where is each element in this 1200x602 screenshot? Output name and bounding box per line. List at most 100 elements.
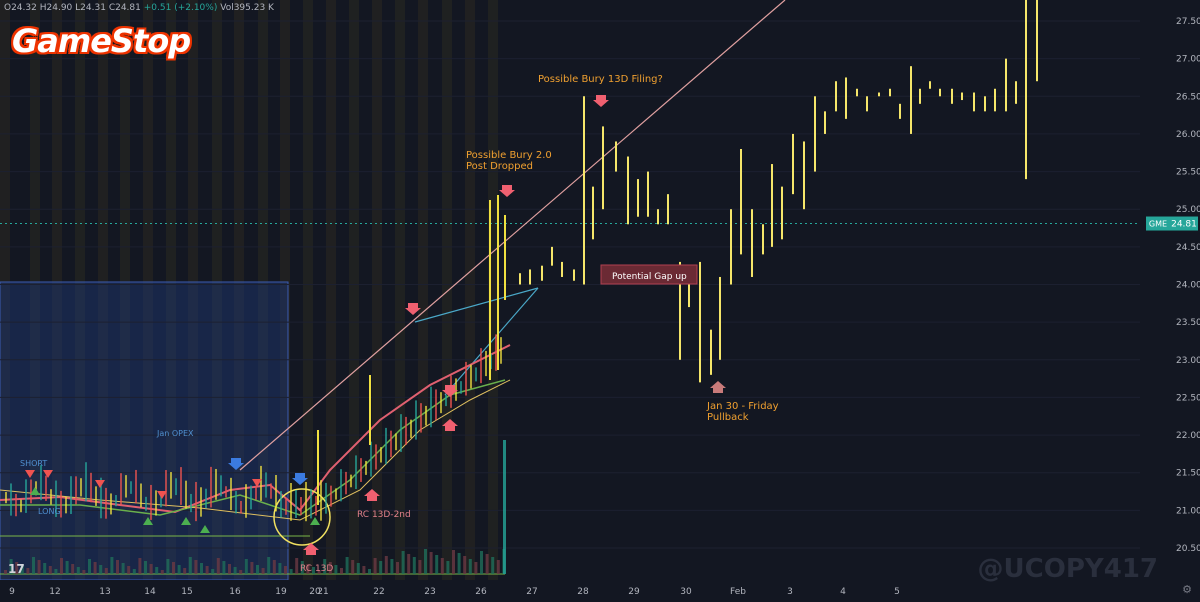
volume-bar: [272, 560, 276, 574]
y-tick-label: 24.50: [1176, 243, 1200, 253]
volume-bar: [390, 559, 394, 574]
volume-bar: [362, 566, 366, 574]
volume-spike: [503, 440, 506, 574]
volume-bar: [99, 565, 103, 574]
session-stripe: [442, 0, 452, 580]
tradingview-logo[interactable]: 17: [8, 562, 25, 576]
volume-bar: [267, 557, 271, 574]
volume-bar: [328, 562, 332, 574]
last-price-tag: [1170, 216, 1198, 231]
volume-bar: [200, 563, 203, 574]
y-tick-label: 21.50: [1176, 469, 1200, 479]
x-tick-label: 21: [317, 587, 328, 597]
volume-bar: [323, 559, 327, 574]
volume-bar: [76, 567, 80, 574]
annotation-label: SHORT: [20, 459, 47, 468]
volume-bar: [261, 568, 265, 574]
volume-bar: [65, 561, 69, 574]
x-tick-label: 22: [373, 587, 384, 597]
session-stripe: [98, 0, 108, 580]
short-arrow: [442, 385, 458, 397]
y-tick-label: 25.00: [1176, 205, 1200, 215]
x-tick-label: 5: [894, 587, 900, 597]
session-stripe: [75, 0, 85, 580]
volume-bar: [110, 557, 114, 574]
volume-bar: [60, 558, 63, 574]
x-tick-label: Feb: [730, 587, 746, 597]
session-stripe: [465, 0, 475, 580]
volume-bar: [407, 554, 411, 574]
ohlc-volume: Vol395.23 K: [220, 3, 274, 13]
volume-bar: [244, 559, 248, 574]
short-triangle: [95, 480, 105, 488]
volume-bar: [351, 560, 355, 574]
annotation-label: Post Dropped: [466, 161, 533, 172]
y-tick-label: 22.00: [1176, 431, 1200, 441]
x-tick-label: 3: [787, 587, 793, 597]
volume-bar: [177, 565, 181, 574]
y-tick-label: 21.00: [1176, 506, 1200, 516]
session-stripe: [488, 0, 498, 580]
volume-bar: [373, 558, 377, 574]
volume-bar: [166, 559, 170, 574]
x-tick-label: 20: [309, 587, 321, 597]
y-tick-label: 25.50: [1176, 168, 1200, 178]
y-tick-label: 24.00: [1176, 281, 1200, 291]
session-stripe: [212, 0, 222, 580]
volume-bar: [463, 556, 467, 574]
gear-icon[interactable]: ⚙: [1182, 583, 1192, 596]
short-triangle: [252, 479, 262, 487]
volume-bar: [334, 565, 338, 574]
x-tick-label: 15: [181, 587, 192, 597]
x-tick-label: 29: [628, 587, 640, 597]
volume-bar: [312, 567, 315, 574]
volume-bar: [160, 570, 164, 574]
session-stripe: [349, 0, 359, 580]
volume-bar: [401, 551, 405, 574]
long-triangle: [30, 487, 40, 495]
volume-bar: [278, 563, 282, 574]
price-axis-bg: [1140, 0, 1200, 602]
highlight-circle: [273, 488, 331, 546]
volume-bar: [48, 566, 52, 574]
y-tick-label: 23.50: [1176, 318, 1200, 328]
volume-bar: [188, 557, 192, 574]
x-tick-label: 27: [526, 587, 537, 597]
annotation-label: Potential Gap up: [612, 272, 687, 282]
volume-bar: [121, 563, 125, 574]
logo-text: GameStop: [12, 22, 191, 60]
volume-bar: [15, 562, 19, 574]
session-stripe: [395, 0, 405, 580]
short-triangle: [43, 470, 53, 478]
volume-bar: [412, 557, 416, 574]
session-stripe: [52, 0, 62, 580]
annotation-label: Jan 30 - Friday: [706, 401, 779, 412]
annotation-label: Jan OPEX: [156, 429, 194, 438]
short-blue-arrow-2: [292, 473, 308, 485]
volume-bar: [233, 567, 237, 574]
time-axis-bg: [0, 580, 1200, 602]
x-tick-label: 30: [680, 587, 692, 597]
volume-bar: [104, 568, 108, 574]
volume-bar: [480, 551, 483, 574]
annotation-label: RC 13D: [300, 564, 333, 574]
bury-13d-arrow: [593, 95, 609, 107]
ohlc-low: L24.31: [75, 3, 106, 13]
x-tick-label: 23: [424, 587, 435, 597]
upper-trend-line: [239, 0, 786, 471]
volume-bar: [256, 565, 259, 574]
long-arrow: [442, 419, 458, 431]
x-tick-label: 26: [475, 587, 487, 597]
session-background: [0, 0, 498, 581]
volume-bar: [435, 555, 439, 574]
volume-bar: [496, 560, 500, 574]
volume-bar: [468, 559, 472, 574]
volume-bar: [356, 563, 360, 574]
gamestop-logo: GameStop: [8, 22, 198, 62]
annotation-label: Pullback: [707, 412, 749, 423]
volume-bar: [88, 559, 91, 574]
volume-bar: [440, 558, 444, 574]
volume-bar: [144, 561, 147, 574]
volume-bar: [149, 564, 153, 574]
